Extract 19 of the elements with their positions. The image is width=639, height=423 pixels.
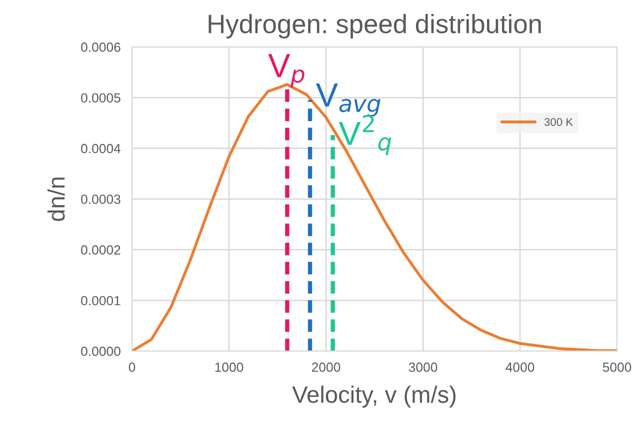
y-tick-label: 0.0006 xyxy=(81,42,120,52)
x-tick-label: 0 xyxy=(128,362,136,372)
y-tick-label: 0.0005 xyxy=(81,93,120,103)
y-tick-label: 0.0003 xyxy=(81,194,120,204)
series-label: V$_{p}$ xyxy=(268,54,304,88)
x-axis-title: Velocity, v (m/s) xyxy=(292,386,456,408)
x-tick-label: 3000 xyxy=(408,362,438,372)
y-tick-label: 0.0001 xyxy=(81,296,120,306)
x-tick-label: 2000 xyxy=(312,362,340,372)
x-tick-label: 1000 xyxy=(215,362,244,372)
x-tick-label: 5000 xyxy=(602,362,632,372)
series-label: V$_{avg}$ xyxy=(316,84,380,117)
y-tick-label: 0.0004 xyxy=(81,144,121,154)
y-tick-label: 0.0002 xyxy=(81,245,120,255)
y-axis-title: dn/n xyxy=(47,178,65,222)
chart-title: Hydrogen: speed distribution xyxy=(208,14,541,39)
legend-label: 300 K xyxy=(544,118,573,126)
x-tick-label: 4000 xyxy=(506,362,534,372)
y-tick-label: 0.0000 xyxy=(81,346,120,356)
